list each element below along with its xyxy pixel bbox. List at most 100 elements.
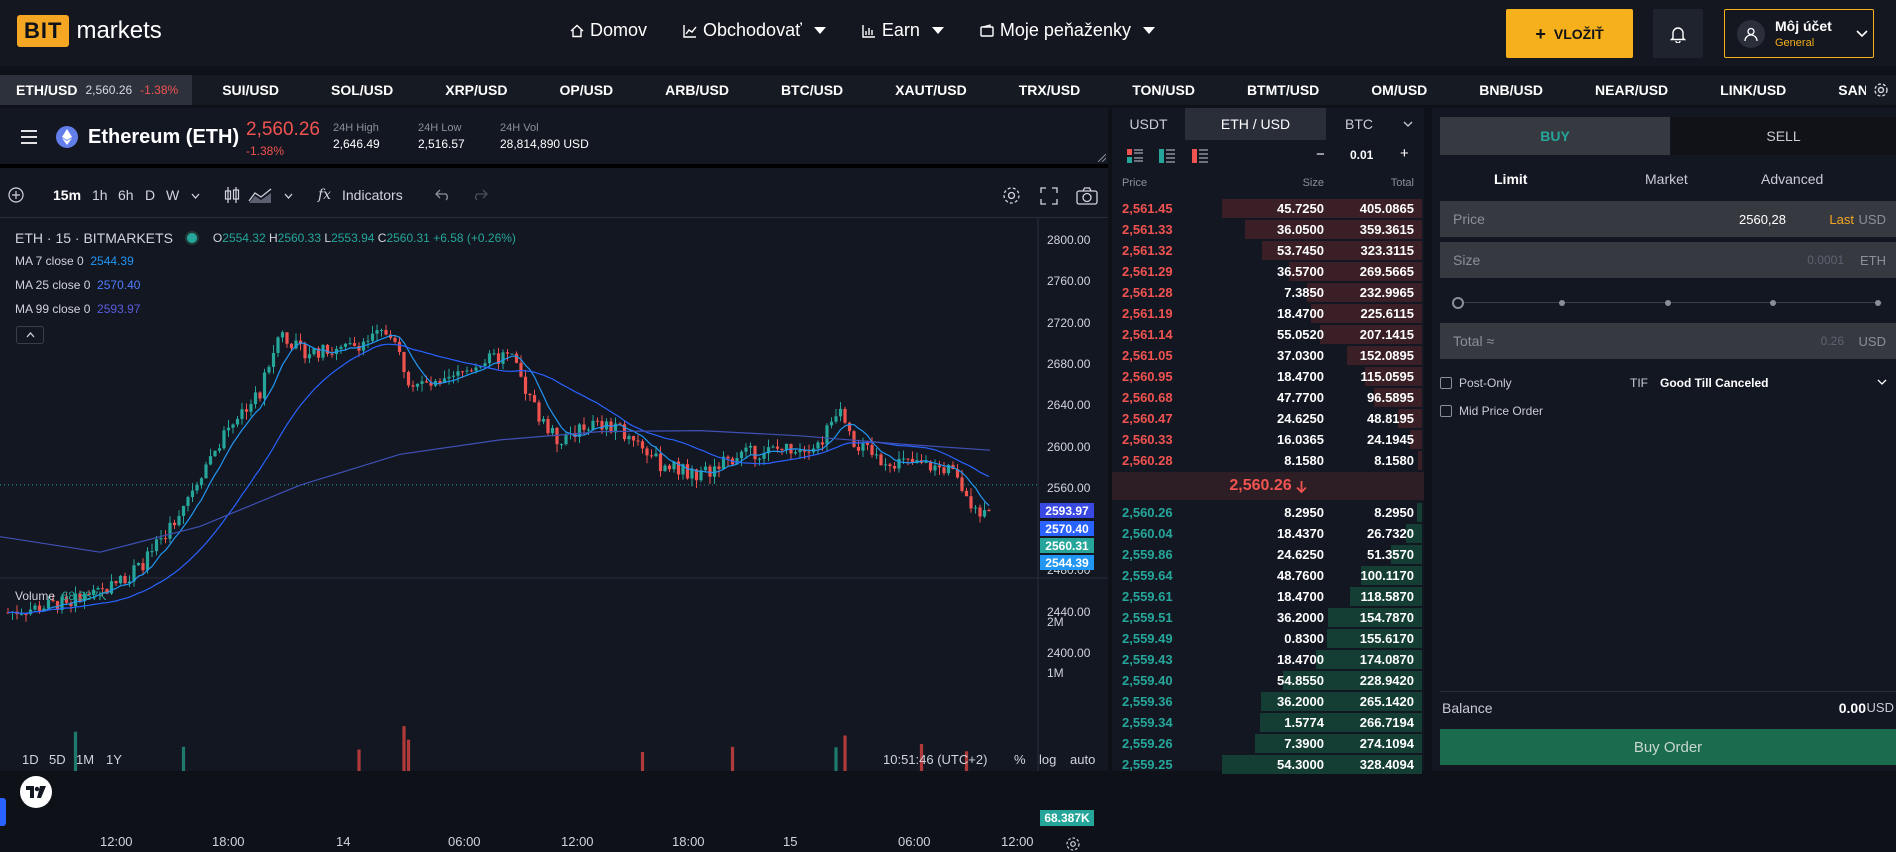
nav-wallets[interactable]: Moje peňaženky [980, 20, 1155, 41]
bid-row[interactable]: 2,559.43 18.4700 174.0870 [1112, 649, 1424, 670]
nav-home[interactable]: Domov [570, 20, 647, 41]
bid-row[interactable]: 2,559.51 36.2000 154.7870 [1112, 607, 1424, 628]
ask-row[interactable]: 2,561.05 37.0300 152.0895 [1112, 345, 1424, 366]
fullscreen-icon[interactable] [1040, 187, 1058, 205]
ticker-item[interactable]: XAUT/USD [895, 82, 967, 98]
slider-step[interactable] [1875, 300, 1881, 306]
add-icon[interactable] [8, 187, 24, 203]
bid-row[interactable]: 2,559.64 48.7600 100.1170 [1112, 565, 1424, 586]
nav-trade[interactable]: Obchodovať [683, 20, 826, 41]
ask-row[interactable]: 2,561.28 7.3850 232.9965 [1112, 282, 1424, 303]
log-toggle[interactable]: log [1039, 752, 1057, 767]
range-1y[interactable]: 1Y [106, 752, 122, 767]
ask-row[interactable]: 2,561.14 55.0520 207.1415 [1112, 324, 1424, 345]
account-menu[interactable]: Môj účet General [1724, 9, 1874, 58]
tab-btc[interactable]: BTC [1345, 116, 1373, 132]
ask-row[interactable]: 2,561.45 45.7250 405.0865 [1112, 198, 1424, 219]
ticker-item[interactable]: ARB/USD [665, 82, 729, 98]
view-asks-icon[interactable] [1192, 149, 1208, 163]
collapse-legend-button[interactable] [16, 326, 44, 344]
interval-d[interactable]: D [145, 187, 156, 203]
ticker-item[interactable]: XRP/USD [445, 82, 508, 98]
market-name[interactable]: Ethereum (ETH) [88, 126, 240, 148]
notifications-button[interactable] [1653, 9, 1703, 58]
chart-clock[interactable]: 10:51:46 (UTC+2) [883, 752, 988, 767]
ticker-item[interactable]: BTMT/USD [1246, 82, 1320, 98]
chevron-down-icon[interactable] [284, 193, 293, 199]
price-last-toggle[interactable]: Last [1829, 211, 1854, 227]
size-field[interactable]: Size 0.0001 ETH [1440, 242, 1896, 278]
range-5d[interactable]: 5D [49, 752, 66, 767]
undo-icon[interactable] [435, 189, 451, 201]
bid-row[interactable]: 2,559.34 1.5774 266.7194 [1112, 712, 1424, 733]
ticker-item[interactable]: OP/USD [559, 82, 614, 98]
interval-15m[interactable]: 15m [53, 187, 82, 203]
price-chart[interactable]: ETH · 15 · BITMARKETS O2554.32 H2560.33 … [0, 218, 1108, 851]
interval-1h[interactable]: 1h [92, 187, 108, 203]
ask-row[interactable]: 2,561.19 18.4700 225.6115 [1112, 303, 1424, 324]
ticker-item[interactable]: SOL/USD [331, 82, 394, 98]
ask-row[interactable]: 2,561.29 36.5700 269.5665 [1112, 261, 1424, 282]
resize-handle-icon[interactable] [1098, 154, 1106, 162]
deposit-button[interactable]: + VLOŽIŤ [1506, 9, 1633, 58]
tab-eth-usd[interactable]: ETH / USD [1185, 108, 1326, 140]
redo-icon[interactable] [472, 189, 488, 201]
ticker-item[interactable]: NEAR/USD [1595, 82, 1669, 98]
slider-step[interactable] [1559, 300, 1565, 306]
ask-row[interactable]: 2,560.33 16.0365 24.1945 [1112, 429, 1424, 450]
auto-toggle[interactable]: auto [1070, 752, 1096, 767]
menu-icon[interactable] [20, 130, 38, 144]
step-increase-button[interactable]: + [1400, 145, 1409, 162]
ma99-legend[interactable]: MA 99 close 0 2593.97 [15, 302, 140, 316]
sell-tab[interactable]: SELL [1671, 117, 1896, 155]
ticker-item[interactable]: BNB/USD [1479, 82, 1544, 98]
ask-row[interactable]: 2,561.33 36.0500 359.3615 [1112, 219, 1424, 240]
bid-row[interactable]: 2,559.40 54.8550 228.9420 [1112, 670, 1424, 691]
function-icon[interactable]: fx [318, 187, 332, 203]
candles-icon[interactable] [224, 186, 240, 204]
slider-thumb[interactable] [1452, 297, 1464, 309]
size-input[interactable]: 0.0001 [1807, 253, 1844, 267]
axis-settings-icon[interactable] [1065, 836, 1081, 852]
view-both-icon[interactable] [1127, 149, 1143, 163]
order-type-advanced[interactable]: Advanced [1761, 171, 1824, 187]
ticker-item[interactable]: OM/USD [1371, 82, 1428, 98]
order-type-limit[interactable]: Limit [1494, 171, 1528, 187]
tradingview-logo[interactable] [20, 776, 52, 808]
total-field[interactable]: Total ≈ 0.26 USD [1440, 323, 1896, 359]
percent-toggle[interactable]: % [1014, 752, 1026, 767]
mid-price-checkbox[interactable] [1440, 405, 1452, 417]
gear-icon[interactable] [1002, 186, 1021, 205]
bid-row[interactable]: 2,559.26 7.3900 274.1094 [1112, 733, 1424, 754]
price-input[interactable]: 2560,28 [1739, 211, 1786, 227]
scroll-handle[interactable] [0, 798, 6, 826]
ma25-legend[interactable]: MA 25 close 0 2570.40 [15, 278, 140, 292]
slider-step[interactable] [1770, 300, 1776, 306]
chevron-down-icon[interactable] [191, 193, 200, 199]
tab-usdt[interactable]: USDT [1129, 116, 1168, 132]
buy-tab[interactable]: BUY [1440, 117, 1670, 155]
brand-logo[interactable]: BIT markets [17, 15, 162, 47]
step-decrease-button[interactable]: − [1316, 146, 1325, 163]
order-type-market[interactable]: Market [1645, 171, 1688, 187]
bid-row[interactable]: 2,560.26 8.2950 8.2950 [1112, 502, 1424, 523]
area-chart-icon[interactable] [248, 187, 272, 203]
ask-row[interactable]: 2,560.68 47.7700 96.5895 [1112, 387, 1424, 408]
post-only-checkbox[interactable] [1440, 377, 1452, 389]
bid-row[interactable]: 2,559.61 18.4700 118.5870 [1112, 586, 1424, 607]
tif-select[interactable]: Good Till Canceled [1660, 374, 1896, 392]
bid-row[interactable]: 2,560.04 18.4370 26.7320 [1112, 523, 1424, 544]
indicators-button[interactable]: Indicators [342, 187, 403, 203]
view-bids-icon[interactable] [1159, 149, 1175, 163]
ticker-item[interactable]: TON/USD [1132, 82, 1195, 98]
size-slider[interactable] [1452, 296, 1882, 310]
camera-icon[interactable] [1076, 187, 1098, 205]
ticker-item[interactable]: LINK/USD [1720, 82, 1787, 98]
ticker-item[interactable]: TRX/USD [1018, 82, 1081, 98]
price-field[interactable]: Price 2560,28 Last USD [1440, 201, 1896, 237]
ticker-item-active[interactable]: ETH/USD 2,560.26 -1.38% [0, 75, 193, 105]
tabs-more[interactable] [1392, 108, 1424, 140]
bid-row[interactable]: 2,559.86 24.6250 51.3570 [1112, 544, 1424, 565]
bid-row[interactable]: 2,559.25 54.3000 328.4094 [1112, 754, 1424, 775]
bid-row[interactable]: 2,559.36 36.2000 265.1420 [1112, 691, 1424, 712]
